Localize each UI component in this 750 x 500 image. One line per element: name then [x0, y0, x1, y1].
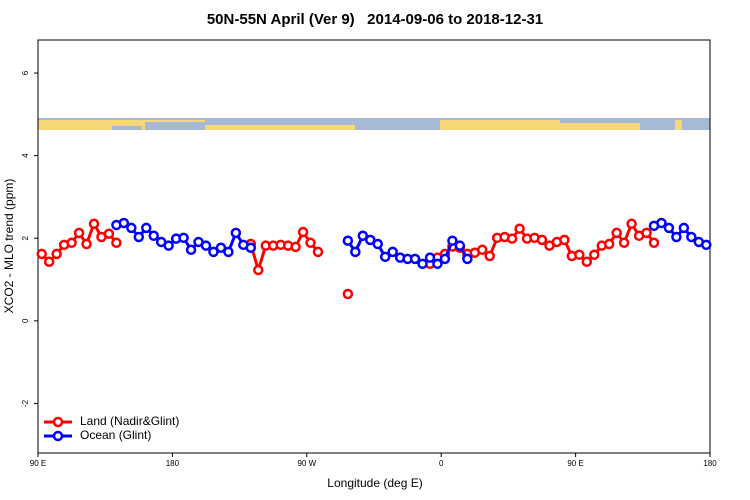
- x-tick-label: 180: [166, 459, 180, 468]
- x-axis-label: Longitude (deg E): [327, 476, 422, 490]
- point: [439, 253, 451, 265]
- point: [350, 246, 361, 258]
- point: [118, 217, 130, 229]
- point: [103, 228, 115, 239]
- point: [148, 230, 159, 242]
- point: [297, 226, 309, 238]
- point: [656, 217, 667, 229]
- point: [365, 234, 376, 246]
- point: [372, 238, 383, 250]
- point: [43, 256, 55, 268]
- point: [603, 238, 615, 250]
- ocean-strip: [145, 122, 205, 130]
- ocean-strip: [205, 118, 355, 125]
- point: [379, 251, 391, 263]
- y-tick-label: -2: [21, 399, 30, 407]
- point: [178, 232, 189, 244]
- point: [484, 250, 495, 262]
- point: [506, 233, 518, 244]
- legend-label: Ocean (Glint): [80, 428, 151, 442]
- point: [701, 239, 712, 251]
- x-tick-label: 0: [439, 459, 444, 468]
- point: [215, 242, 227, 253]
- point: [424, 252, 436, 263]
- x-tick-label: 90 W: [297, 459, 316, 468]
- legend-marker: [52, 416, 64, 428]
- point: [342, 288, 354, 300]
- point: [559, 234, 570, 246]
- point: [477, 244, 488, 256]
- point: [678, 222, 690, 234]
- point: [462, 253, 473, 265]
- point: [111, 237, 122, 249]
- land-mask: [38, 118, 710, 130]
- point: [36, 248, 47, 260]
- point: [581, 256, 593, 268]
- point: [66, 237, 77, 249]
- x-tick-label: 90 E: [567, 459, 583, 468]
- y-axis-label: XCO2 - MLO trend (ppm): [2, 179, 16, 314]
- legend: Land (Nadir&Glint)Ocean (Glint): [44, 414, 179, 442]
- point: [686, 231, 697, 243]
- point: [290, 241, 301, 253]
- point: [163, 240, 174, 251]
- point: [454, 240, 466, 251]
- point: [611, 227, 622, 239]
- point: [514, 223, 525, 234]
- x-tick-label: 90 E: [30, 459, 46, 468]
- chart-title: 50N-55N April (Ver 9) 2014-09-06 to 2018…: [207, 11, 543, 28]
- x-tick-label: 180: [703, 459, 717, 468]
- point: [141, 222, 152, 234]
- point: [245, 242, 257, 253]
- y-tick-label: 6: [21, 70, 30, 75]
- point: [88, 218, 100, 230]
- y-tick-label: 0: [21, 318, 30, 323]
- y-tick-label: 4: [21, 153, 30, 158]
- point: [536, 234, 548, 246]
- point: [663, 222, 675, 234]
- point: [447, 235, 458, 246]
- point: [618, 237, 630, 249]
- point: [671, 231, 682, 243]
- point: [357, 230, 369, 242]
- ocean-strip: [682, 118, 710, 130]
- point: [185, 244, 197, 256]
- point: [626, 218, 637, 230]
- point: [641, 227, 652, 239]
- point: [387, 246, 398, 258]
- point: [432, 258, 443, 270]
- ocean-strip: [560, 118, 640, 123]
- point: [253, 264, 264, 276]
- ocean-strip: [640, 118, 675, 130]
- point: [589, 249, 600, 261]
- point: [417, 258, 428, 270]
- point: [200, 240, 212, 251]
- point: [230, 227, 242, 239]
- point: [81, 238, 92, 250]
- point: [73, 227, 85, 239]
- y-tick-label: 2: [21, 235, 30, 240]
- legend-label: Land (Nadir&Glint): [80, 414, 179, 428]
- point: [126, 222, 137, 234]
- point: [574, 249, 585, 261]
- point: [312, 246, 324, 258]
- point: [223, 246, 234, 258]
- point: [133, 231, 145, 243]
- point: [342, 235, 354, 246]
- point: [648, 237, 660, 249]
- point: [305, 237, 316, 249]
- ocean-strip: [355, 118, 440, 130]
- point: [409, 253, 421, 265]
- legend-marker: [52, 430, 64, 442]
- point: [208, 246, 219, 258]
- ocean-strip: [112, 126, 142, 130]
- point: [51, 248, 62, 260]
- series-line: [249, 230, 320, 272]
- series: [111, 217, 712, 270]
